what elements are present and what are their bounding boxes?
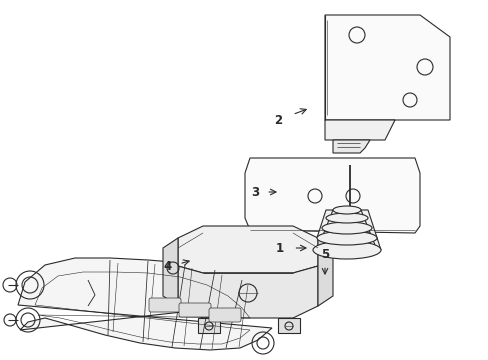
Polygon shape (163, 238, 178, 306)
FancyBboxPatch shape (208, 308, 241, 322)
Polygon shape (312, 210, 332, 250)
Polygon shape (278, 318, 299, 333)
FancyBboxPatch shape (179, 303, 210, 317)
Ellipse shape (312, 241, 380, 259)
Text: 2: 2 (273, 113, 282, 126)
Polygon shape (178, 266, 317, 318)
Ellipse shape (316, 231, 376, 245)
Text: 3: 3 (250, 185, 259, 198)
Text: 4: 4 (163, 261, 172, 274)
Polygon shape (18, 258, 271, 350)
Polygon shape (178, 226, 317, 273)
Polygon shape (198, 318, 220, 333)
Polygon shape (325, 15, 449, 120)
Ellipse shape (332, 206, 360, 214)
Polygon shape (317, 238, 332, 306)
Polygon shape (244, 158, 419, 233)
Polygon shape (332, 140, 369, 153)
Polygon shape (325, 120, 394, 140)
Text: 1: 1 (275, 242, 284, 255)
Polygon shape (360, 210, 380, 250)
Ellipse shape (325, 213, 367, 223)
Text: 5: 5 (320, 248, 328, 261)
FancyBboxPatch shape (149, 298, 181, 312)
Ellipse shape (321, 222, 371, 234)
